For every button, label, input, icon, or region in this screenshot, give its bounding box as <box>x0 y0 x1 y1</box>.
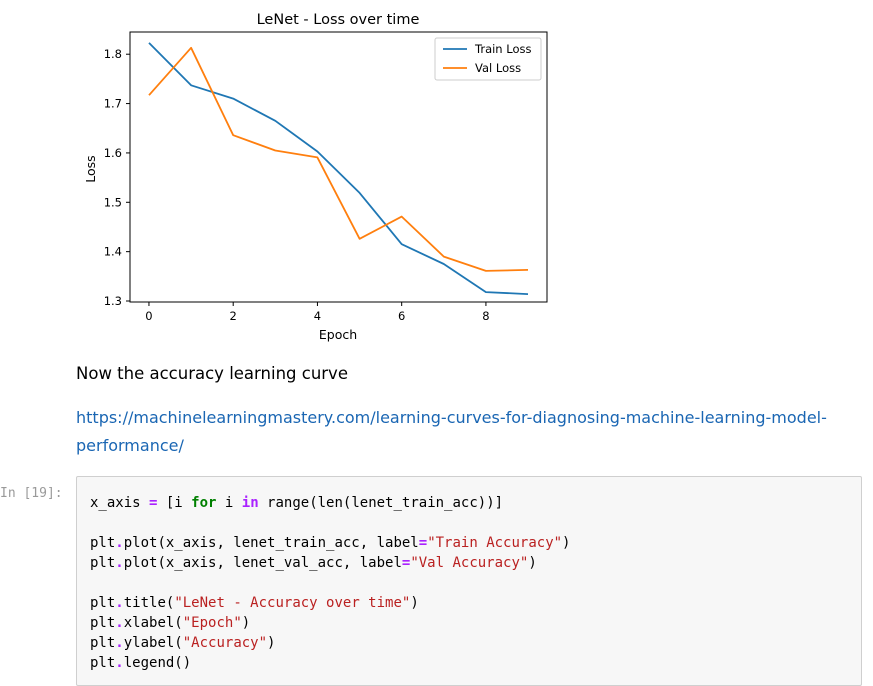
x-tick-label: 6 <box>398 309 405 323</box>
code-cell[interactable]: x_axis = [i for i in range(len(lenet_tra… <box>76 476 862 686</box>
y-tick-label: 1.5 <box>104 195 122 209</box>
loss-chart: LeNet - Loss over time 0 2 4 6 8 1.3 1.4 1.5 1.6… <box>83 12 548 342</box>
x-tick-label: 0 <box>145 309 152 323</box>
x-tick-label: 2 <box>230 309 237 323</box>
code-editor[interactable]: x_axis = [i for i in range(len(lenet_tra… <box>90 495 571 671</box>
y-tick-label: 1.7 <box>104 97 122 111</box>
plot-area: 0 2 4 6 8 1.3 1.4 1.5 1.6 1.7 1.8 Train Loss Val Los… <box>104 31 548 323</box>
y-tick-label: 1.3 <box>104 294 122 308</box>
series-line-train-loss <box>148 42 529 295</box>
x-tick-label: 4 <box>314 309 321 323</box>
x-tick-label: 8 <box>482 309 489 323</box>
y-tick-label: 1.4 <box>104 245 122 259</box>
markdown-heading: Now the accuracy learning curve <box>76 364 348 383</box>
reference-link[interactable]: https://machinelearningmastery.com/learn… <box>76 408 827 455</box>
legend-label-train-loss: Train Loss <box>474 42 531 56</box>
series-line-val-loss <box>148 46 529 272</box>
y-tick-label: 1.6 <box>104 146 122 160</box>
y-tick-label: 1.8 <box>104 47 122 61</box>
y-axis-label: Loss <box>83 155 98 182</box>
x-axis-label: Epoch <box>319 327 357 342</box>
legend-label-val-loss: Val Loss <box>475 61 521 75</box>
plot-frame <box>129 31 548 303</box>
chart-title: LeNet - Loss over time <box>257 12 420 28</box>
cell-prompt: In [19]: <box>0 486 63 501</box>
